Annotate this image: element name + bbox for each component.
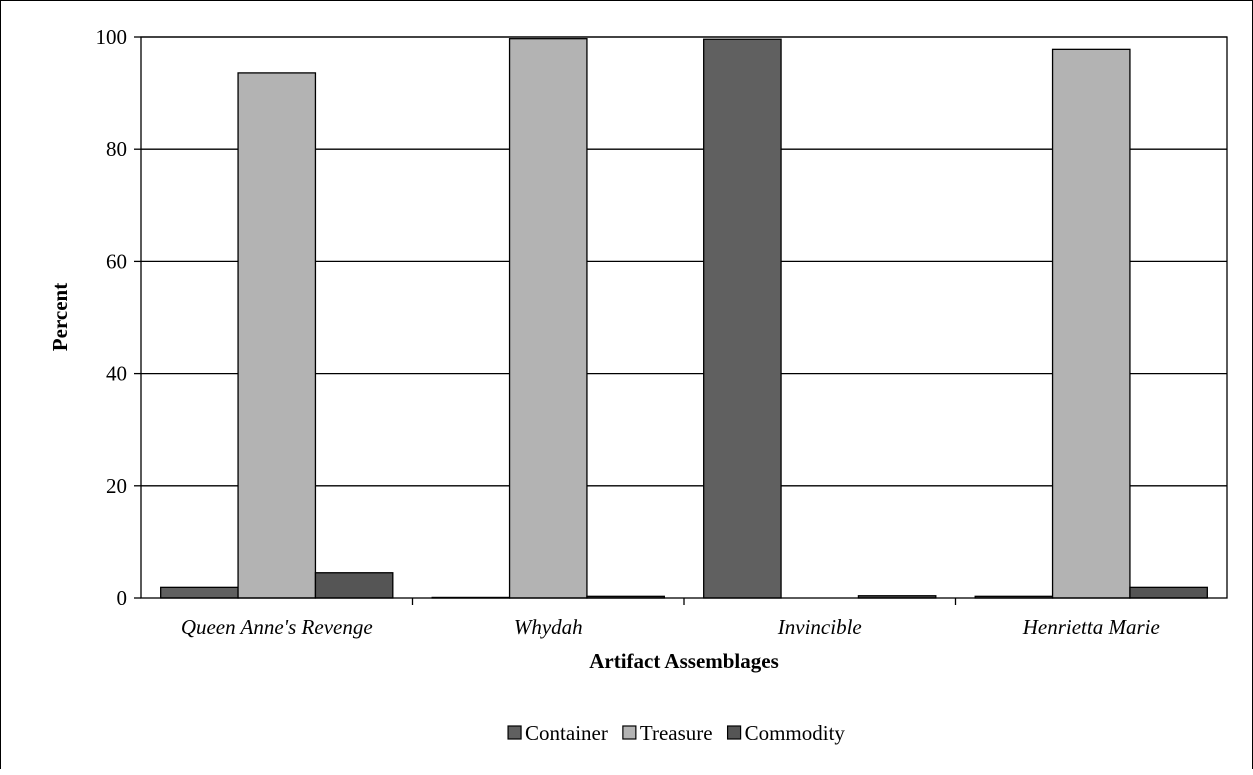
axes bbox=[134, 36, 1228, 605]
y-tick-label: 80 bbox=[106, 137, 127, 161]
legend-swatch-commodity bbox=[726, 725, 742, 740]
legend-label-container: Container bbox=[525, 721, 608, 745]
legend-swatch-container bbox=[507, 725, 522, 740]
bar-treasure-1 bbox=[508, 38, 588, 599]
x-category-label: Invincible bbox=[777, 615, 862, 639]
x-category-label: Queen Anne's Revenge bbox=[181, 615, 373, 639]
bar-container-0 bbox=[160, 586, 239, 599]
legend-swatch-treasure bbox=[622, 725, 637, 740]
x-category-label: Henrietta Marie bbox=[1022, 615, 1160, 639]
bar-treasure-3 bbox=[1051, 48, 1131, 599]
x-axis-title: Artifact Assemblages bbox=[589, 649, 779, 673]
legend-label-commodity: Commodity bbox=[745, 721, 846, 745]
y-tick-label: 0 bbox=[117, 586, 128, 610]
bar-treasure-0 bbox=[237, 72, 317, 599]
bar-container-2 bbox=[703, 38, 782, 599]
bar-commodity-0 bbox=[314, 572, 394, 599]
bars bbox=[160, 38, 1208, 599]
x-category-labels: Queen Anne's Revenge Whydah Invincible Henr… bbox=[181, 615, 1160, 639]
legend: Container Treasure Commodity bbox=[507, 721, 846, 745]
y-tick-label: 40 bbox=[106, 362, 127, 386]
bar-commodity-3 bbox=[1129, 586, 1208, 599]
y-tick-label: 20 bbox=[106, 474, 127, 498]
y-tick-labels: 0 20 40 60 80 100 bbox=[96, 25, 128, 610]
legend-label-treasure: Treasure bbox=[640, 721, 713, 745]
x-category-label: Whydah bbox=[514, 615, 583, 639]
y-axis-title: Percent bbox=[48, 283, 72, 351]
y-tick-label: 60 bbox=[106, 249, 127, 273]
y-tick-label: 100 bbox=[96, 25, 128, 49]
